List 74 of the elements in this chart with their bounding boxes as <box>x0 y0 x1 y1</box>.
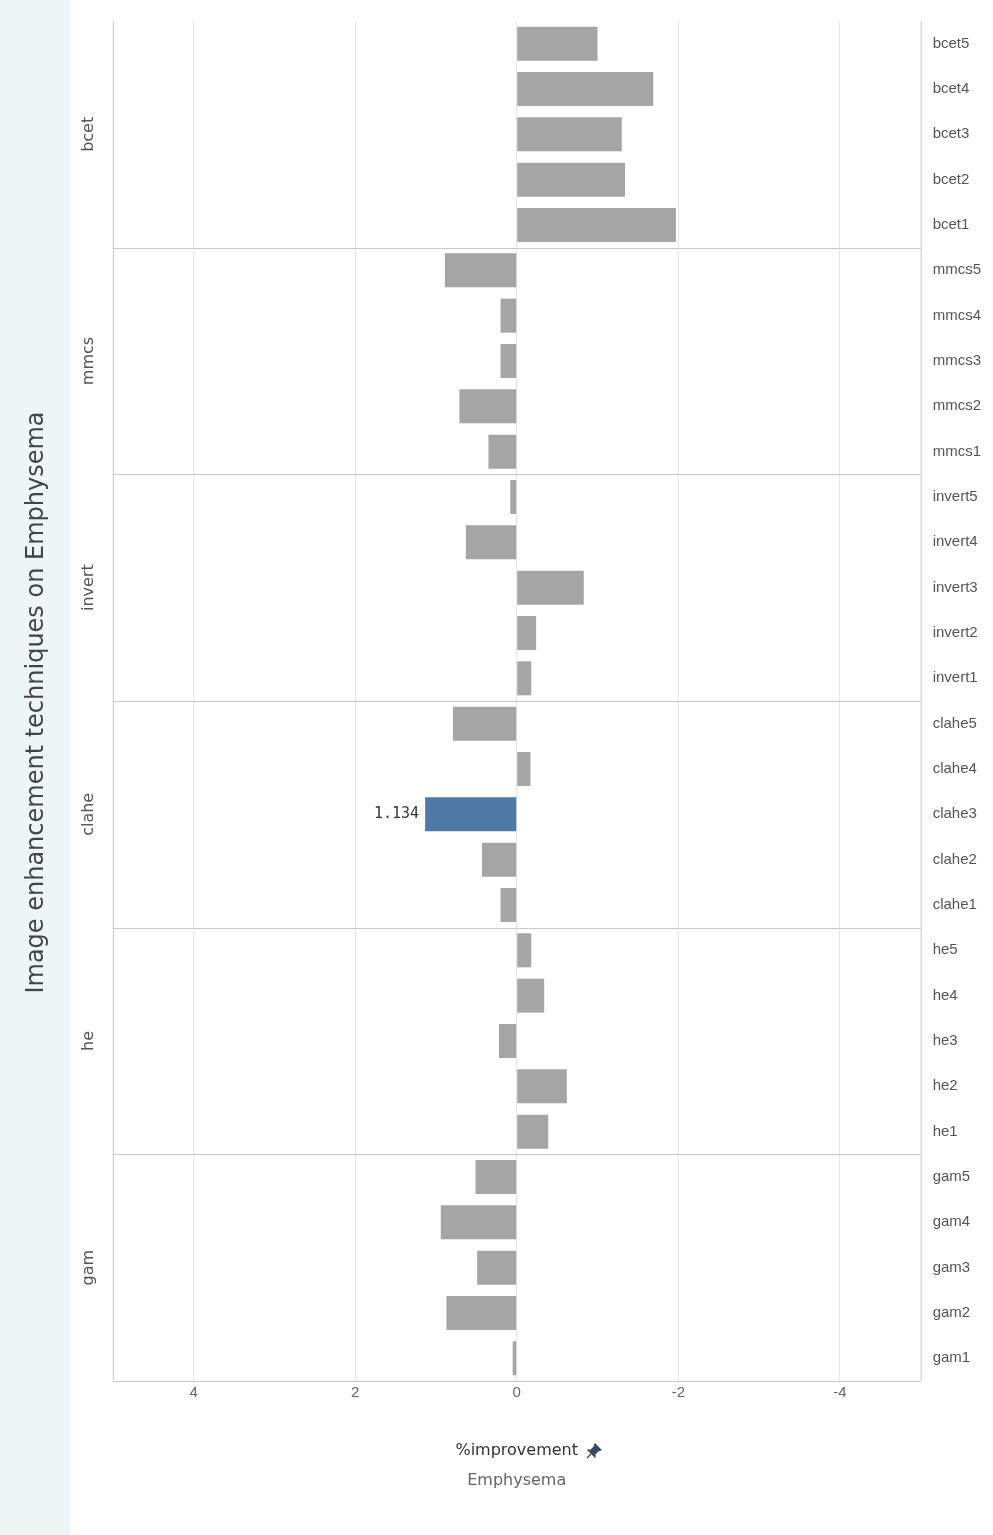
y-tick-label: clahe5 <box>932 713 977 731</box>
data-label: 1.134 <box>373 804 420 823</box>
bar <box>517 1069 567 1104</box>
bar <box>517 72 654 106</box>
text: mmcs <box>77 336 97 386</box>
y-tick-label: he2 <box>932 1076 958 1094</box>
y-tick-label: mmcs2 <box>932 396 982 414</box>
bar <box>510 480 517 514</box>
x-tick-label: 4 <box>189 1383 198 1401</box>
bar <box>517 162 625 197</box>
bar <box>517 661 532 696</box>
bar <box>425 797 517 832</box>
x-axis-title: %improvement <box>455 1440 579 1460</box>
y-tick-label: mmcs3 <box>932 351 982 369</box>
bar <box>517 208 676 242</box>
x-tick-label: 0 <box>512 1383 521 1401</box>
y-tick-label: gam3 <box>932 1257 971 1275</box>
bar <box>517 752 531 786</box>
bar <box>440 1205 517 1240</box>
x-tick-label: 2 <box>350 1383 360 1401</box>
y-tick-label: clahe1 <box>932 895 977 913</box>
bar <box>517 117 622 152</box>
y-tick-label: clahe2 <box>932 849 977 867</box>
bar <box>452 706 517 741</box>
bar <box>517 26 598 61</box>
y-tick-label: invert5 <box>932 487 978 505</box>
text: Image enhancement techniques on Emphysema <box>20 411 49 994</box>
y-tick-label: mmcs4 <box>932 305 982 323</box>
bar <box>465 525 517 560</box>
y-tick-label: bcet4 <box>932 79 970 97</box>
y-tick-label: he1 <box>932 1121 958 1139</box>
text: bcet <box>77 116 97 152</box>
y-tick-label: bcet1 <box>932 215 970 233</box>
y-tick-label: bcet5 <box>932 33 970 51</box>
x-tick-label: -2 <box>671 1383 685 1401</box>
bar <box>459 389 517 424</box>
x-tick-label: -4 <box>833 1383 847 1401</box>
y-tick-label: bcet3 <box>932 124 970 142</box>
y-tick-label: clahe3 <box>932 804 977 822</box>
text: invert <box>77 564 97 612</box>
y-tick-label: bcet2 <box>932 169 970 187</box>
bar <box>500 298 517 333</box>
text: Emphysema <box>467 1470 567 1490</box>
bar <box>477 1250 517 1285</box>
y-tick-label: gam2 <box>932 1303 971 1321</box>
bar <box>498 1024 517 1058</box>
y-tick-label: gam5 <box>932 1167 971 1185</box>
bar <box>500 888 517 922</box>
y-tick-label: he3 <box>932 1031 958 1049</box>
y-tick-label: clahe4 <box>932 759 977 777</box>
y-tick-label: mmcs1 <box>932 441 982 459</box>
text: gam <box>77 1249 97 1286</box>
y-tick-label: gam1 <box>932 1348 971 1366</box>
y-tick-label: invert2 <box>932 623 978 641</box>
bar <box>517 933 532 968</box>
bar <box>446 1296 517 1330</box>
bar <box>517 570 584 605</box>
y-tick-label: gam4 <box>932 1212 971 1230</box>
y-tick-label: mmcs5 <box>932 260 982 278</box>
text: clahe <box>77 792 97 836</box>
bar <box>500 344 517 378</box>
bar <box>475 1160 517 1194</box>
bar <box>488 434 517 469</box>
bar <box>517 978 545 1013</box>
bar <box>517 1114 549 1149</box>
bar <box>482 842 517 877</box>
y-tick-label: he5 <box>932 940 958 958</box>
y-tick-label: invert3 <box>932 577 978 595</box>
y-tick-label: invert1 <box>932 668 978 686</box>
bar <box>517 616 537 650</box>
text: he <box>77 1031 97 1051</box>
y-tick-label: he4 <box>932 985 958 1003</box>
y-tick-label: invert4 <box>932 532 978 550</box>
bar <box>444 253 517 288</box>
